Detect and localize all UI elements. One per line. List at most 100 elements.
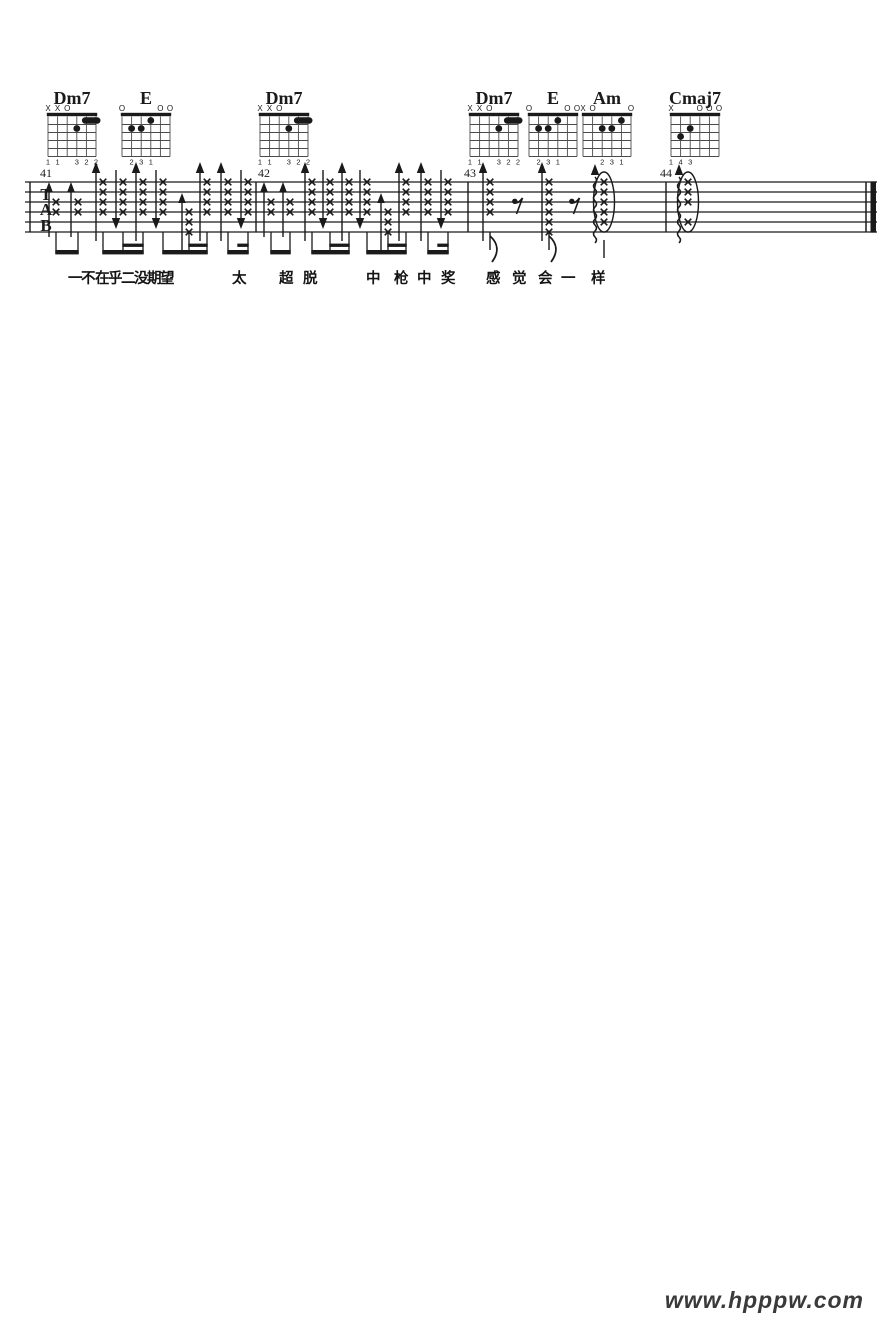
arrow-head (111, 218, 121, 229)
x-mark (52, 198, 60, 206)
chord-nut (258, 112, 310, 117)
finger-number: 2 (600, 158, 604, 167)
muted-string-marker: X (55, 104, 61, 113)
strum-event (151, 170, 167, 229)
muted-string-marker: X (267, 104, 273, 113)
eighth-beam (55, 250, 79, 255)
x-mark (600, 188, 608, 196)
x-mark (424, 178, 432, 186)
open-string-marker: O (276, 104, 282, 113)
chord-name: Cmaj7 (669, 88, 721, 108)
x-mark (119, 178, 127, 186)
x-mark (244, 178, 252, 186)
beam-group (55, 232, 79, 255)
finger-dot (598, 125, 606, 132)
strum-event (236, 170, 252, 229)
x-mark (486, 198, 494, 206)
finger-dot (495, 125, 503, 132)
x-mark (545, 218, 553, 226)
lyric-char: 一 (561, 271, 576, 287)
chord-nut (581, 112, 633, 117)
measure-number: 43 (464, 166, 476, 180)
arrow-head (67, 182, 75, 192)
watermark-text: www.hpppw.com (664, 1287, 864, 1313)
open-string-marker: O (589, 104, 595, 113)
strum-event (279, 182, 294, 237)
chord-nut (46, 112, 98, 117)
muted-string-marker: X (580, 104, 586, 113)
arrow-head (537, 162, 547, 173)
x-mark (545, 188, 553, 196)
lyric-char: 样 (591, 269, 606, 287)
finger-number: 1 (56, 158, 60, 167)
finger-dot (544, 125, 552, 132)
x-mark (224, 188, 232, 196)
barre-bar (293, 117, 313, 124)
finger-number: 3 (610, 158, 614, 167)
x-mark (545, 208, 553, 216)
finger-dot (73, 125, 81, 132)
x-mark (308, 178, 316, 186)
strum-event (260, 182, 275, 237)
x-mark (119, 188, 127, 196)
open-string-marker: O (526, 104, 532, 113)
lyric-char: 感 (486, 269, 501, 287)
x-mark (159, 178, 167, 186)
arrow-head (355, 218, 365, 229)
muted-string-marker: X (257, 104, 263, 113)
x-mark (424, 198, 432, 206)
x-mark (402, 188, 410, 196)
x-mark (74, 208, 82, 216)
eighth-beam (162, 250, 208, 255)
x-mark (244, 198, 252, 206)
beam-group (366, 232, 407, 255)
x-mark (139, 188, 147, 196)
open-string-marker: O (486, 104, 492, 113)
strum-event (377, 193, 392, 253)
finger-number: 3 (688, 158, 692, 167)
x-mark (684, 198, 692, 206)
x-mark (363, 178, 371, 186)
strum-event (131, 162, 147, 241)
x-mark (486, 188, 494, 196)
arrow-head (178, 193, 186, 203)
x-mark (444, 198, 452, 206)
strum-event (337, 162, 353, 241)
arrow-head (216, 162, 226, 173)
x-mark (345, 198, 353, 206)
strum-event (590, 164, 616, 244)
arrow-head (394, 162, 404, 173)
finger-number: 1 (478, 158, 482, 167)
finger-dot (535, 125, 542, 132)
muted-string-marker: X (668, 104, 674, 113)
arrow-head (151, 218, 161, 229)
lyric-char: 脱 (303, 269, 318, 287)
x-mark (244, 208, 252, 216)
eighth-beam (311, 250, 350, 255)
strum-event (67, 182, 82, 237)
strum-event (216, 162, 232, 241)
lyric-char: 中 (417, 269, 432, 287)
beam-group (270, 232, 291, 255)
strum-event (478, 162, 494, 241)
x-mark (99, 178, 107, 186)
final-thick-barline (870, 181, 876, 233)
x-mark (384, 218, 392, 226)
x-mark (345, 208, 353, 216)
chord-name: E (140, 88, 152, 108)
arrow-head (590, 164, 600, 175)
x-mark (326, 188, 334, 196)
finger-dot (686, 125, 694, 132)
finger-dot (608, 125, 616, 132)
open-string-marker: O (716, 104, 722, 113)
finger-number: 3 (75, 158, 79, 167)
x-mark (600, 218, 608, 226)
lyric-char: 不 (81, 270, 96, 287)
x-mark (224, 178, 232, 186)
x-mark (99, 188, 107, 196)
x-mark (74, 198, 82, 206)
x-mark (600, 198, 608, 206)
sixteenth-beam (437, 243, 449, 247)
chord-diagram: EO O O2 3 1 (119, 88, 173, 167)
